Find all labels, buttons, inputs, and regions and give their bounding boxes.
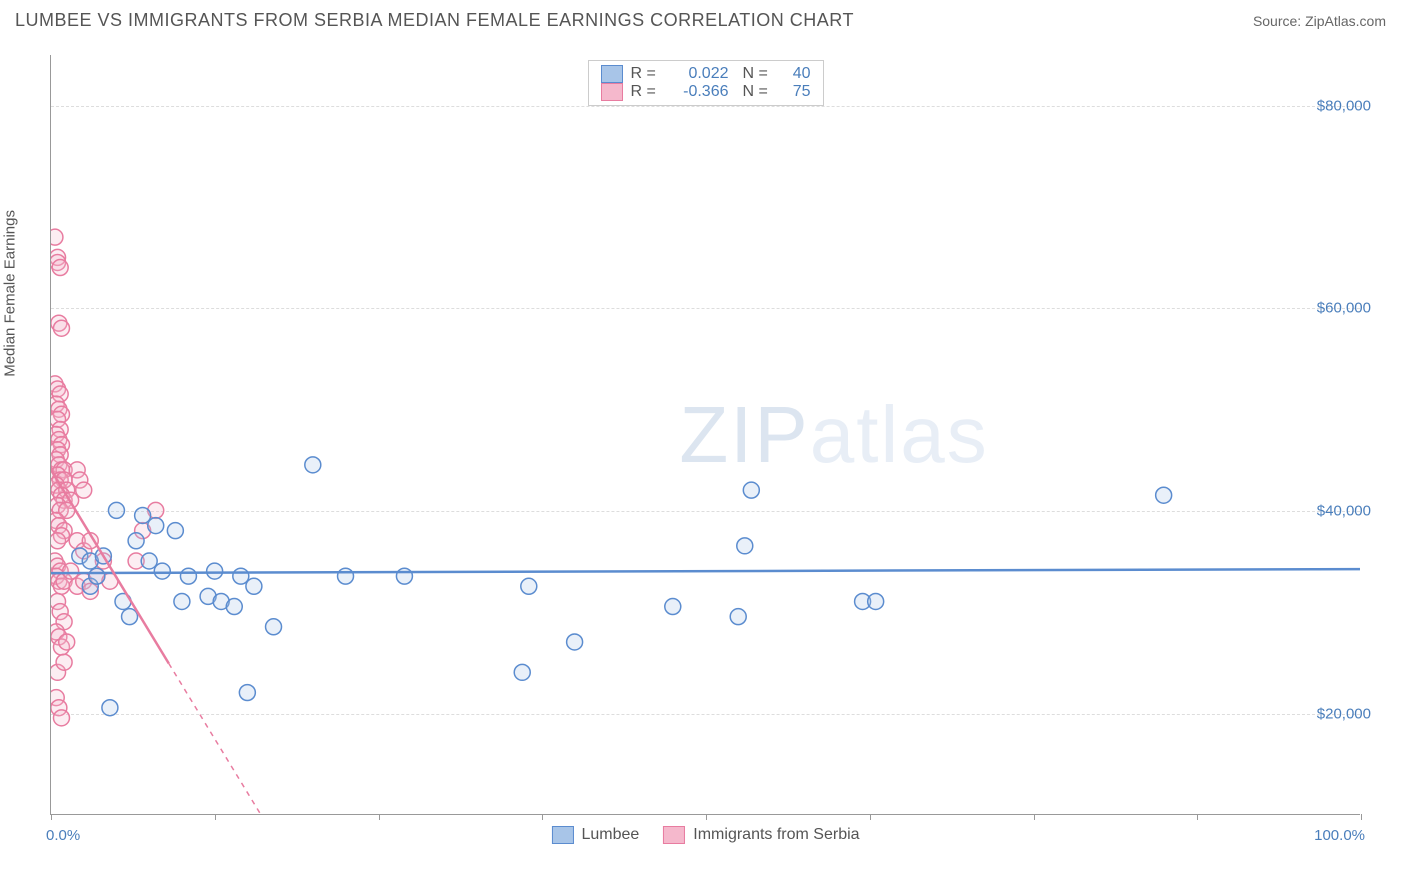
- series-label-0: Lumbee: [581, 826, 639, 844]
- x-tick: [1197, 814, 1198, 820]
- n-label: N =: [743, 83, 773, 101]
- scatter-point: [305, 457, 321, 473]
- scatter-point: [122, 609, 138, 625]
- chart-title: LUMBEE VS IMMIGRANTS FROM SERBIA MEDIAN …: [15, 10, 854, 31]
- scatter-point: [53, 320, 69, 336]
- stats-legend-row-1: R = -0.366 N = 75: [601, 83, 811, 101]
- n-value-1: 75: [781, 83, 811, 101]
- scatter-point: [51, 229, 63, 245]
- series-legend: Lumbee Immigrants from Serbia: [551, 826, 859, 844]
- x-tick: [870, 814, 871, 820]
- scatter-point: [514, 664, 530, 680]
- scatter-point: [665, 599, 681, 615]
- scatter-point: [56, 654, 72, 670]
- legend-swatch-lumbee: [601, 65, 623, 83]
- r-value-1: -0.366: [669, 83, 729, 101]
- scatter-point: [53, 710, 69, 726]
- scatter-point: [63, 563, 79, 579]
- scatter-point: [76, 482, 92, 498]
- scatter-point: [59, 634, 75, 650]
- legend-swatch-lumbee: [551, 826, 573, 844]
- scatter-point: [868, 593, 884, 609]
- stats-legend: R = 0.022 N = 40 R = -0.366 N = 75: [588, 60, 824, 106]
- r-value-0: 0.022: [669, 65, 729, 83]
- x-tick: [215, 814, 216, 820]
- scatter-point: [233, 568, 249, 584]
- scatter-point: [141, 553, 157, 569]
- scatter-point: [167, 523, 183, 539]
- scatter-point: [1156, 487, 1172, 503]
- x-tick: [51, 814, 52, 820]
- scatter-point: [89, 568, 105, 584]
- scatter-point: [338, 568, 354, 584]
- scatter-point: [102, 700, 118, 716]
- plot-svg: [51, 55, 1360, 814]
- scatter-point: [128, 533, 144, 549]
- scatter-point: [135, 507, 151, 523]
- x-tick: [1034, 814, 1035, 820]
- scatter-point: [226, 599, 242, 615]
- legend-swatch-serbia: [601, 83, 623, 101]
- scatter-point: [266, 619, 282, 635]
- chart-container: Median Female Earnings ZIPatlas R = 0.02…: [50, 55, 1390, 815]
- scatter-point: [730, 609, 746, 625]
- x-tick: [1361, 814, 1362, 820]
- legend-swatch-serbia: [663, 826, 685, 844]
- r-label: R =: [631, 83, 661, 101]
- chart-source: Source: ZipAtlas.com: [1253, 13, 1386, 29]
- x-tick: [706, 814, 707, 820]
- scatter-point: [521, 578, 537, 594]
- stats-legend-row-0: R = 0.022 N = 40: [601, 65, 811, 83]
- chart-header: LUMBEE VS IMMIGRANTS FROM SERBIA MEDIAN …: [0, 0, 1406, 31]
- scatter-point: [737, 538, 753, 554]
- x-tick: [379, 814, 380, 820]
- x-tick: [542, 814, 543, 820]
- scatter-point: [567, 634, 583, 650]
- scatter-point: [239, 685, 255, 701]
- x-axis-max-label: 100.0%: [1314, 827, 1365, 844]
- scatter-point: [108, 502, 124, 518]
- series-label-1: Immigrants from Serbia: [693, 826, 859, 844]
- n-label: N =: [743, 65, 773, 83]
- scatter-point: [52, 260, 68, 276]
- scatter-point: [154, 563, 170, 579]
- scatter-point: [207, 563, 223, 579]
- scatter-point: [246, 578, 262, 594]
- r-label: R =: [631, 65, 661, 83]
- scatter-point: [148, 518, 164, 534]
- scatter-point: [743, 482, 759, 498]
- series-legend-item-1: Immigrants from Serbia: [663, 826, 859, 844]
- scatter-point: [396, 568, 412, 584]
- scatter-point: [51, 533, 66, 549]
- n-value-0: 40: [781, 65, 811, 83]
- x-axis-min-label: 0.0%: [46, 827, 80, 844]
- series-legend-item-0: Lumbee: [551, 826, 639, 844]
- scatter-point: [174, 593, 190, 609]
- scatter-point: [180, 568, 196, 584]
- plot-area: ZIPatlas R = 0.022 N = 40 R = -0.366 N =…: [50, 55, 1360, 815]
- y-axis-label: Median Female Earnings: [2, 210, 19, 377]
